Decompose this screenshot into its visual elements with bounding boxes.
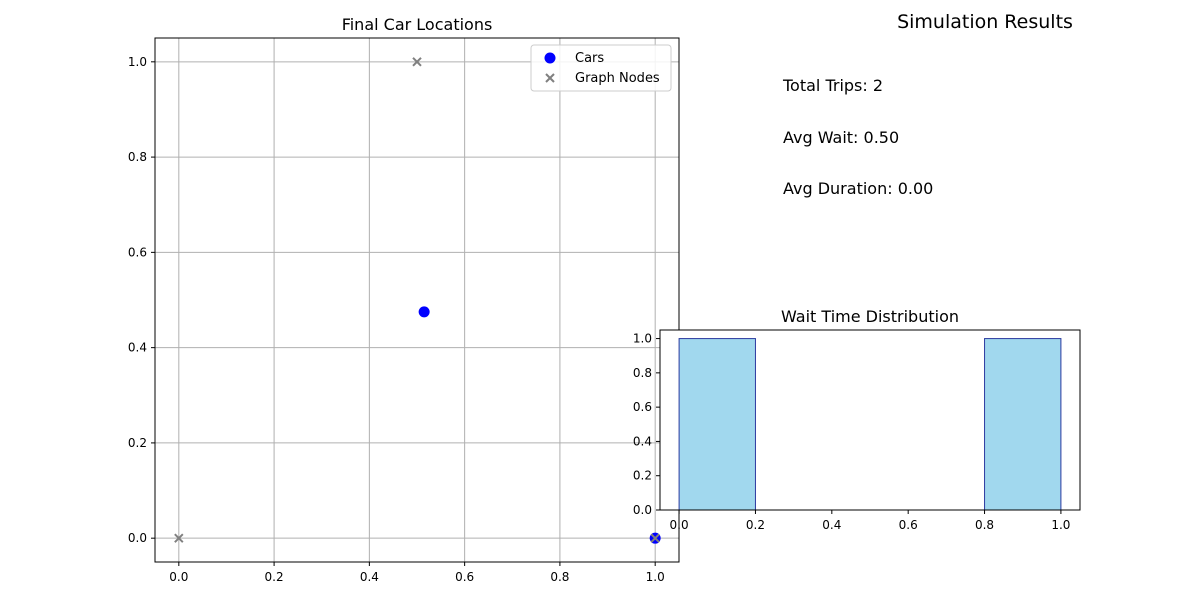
histogram-bars <box>678 338 1062 511</box>
avg-wait-stat: Avg Wait: 0.50 <box>783 128 900 147</box>
total-trips-stat: Total Trips: 2 <box>783 76 884 95</box>
histogram-y-tick-label: 0.8 <box>633 366 652 380</box>
scatter-y-tick-label: 0.6 <box>128 245 147 259</box>
legend-graph-nodes-marker <box>545 73 555 83</box>
scatter-x-tick-label: 0.8 <box>550 570 569 584</box>
histogram-x-tick-label: 0.0 <box>670 518 689 532</box>
avg-duration-stat: Avg Duration: 0.00 <box>783 179 934 198</box>
scatter-y-tick-label: 0.4 <box>128 341 147 355</box>
scatter-ticks: 0.0 0.2 0.4 0.6 0.8 1.0 0.0 0.2 0.4 0.6 0.8 1.0 <box>128 55 665 584</box>
scatter-x-tick-label: 0.2 <box>265 570 284 584</box>
scatter-y-tick-label: 0.2 <box>128 436 147 450</box>
car-point <box>418 306 430 318</box>
scatter-y-tick-label: 0.0 <box>128 531 147 545</box>
graph-node-stroke <box>650 533 660 543</box>
scatter-y-tick-label: 0.8 <box>128 150 147 164</box>
histogram-x-tick-label: 0.6 <box>899 518 918 532</box>
histogram-bar <box>678 338 756 511</box>
legend-graph-nodes-label: Graph Nodes <box>575 71 660 86</box>
histogram-y-tick-label: 0.4 <box>633 434 652 448</box>
scatter-x-tick-label: 0.4 <box>360 570 379 584</box>
scatter-points <box>174 57 661 544</box>
scatter-legend: Cars Graph Nodes <box>530 44 672 92</box>
histogram-y-tick-label: 0.6 <box>633 400 652 414</box>
legend-box <box>530 44 672 92</box>
histogram-y-tick-label: 0.2 <box>633 469 652 483</box>
histogram-plot-frame <box>659 329 1081 511</box>
summary-title: Simulation Results <box>897 11 1073 33</box>
graph-node-point <box>650 533 660 543</box>
histogram-ticks: 0.0 0.2 0.4 0.6 0.8 1.0 0.0 0.2 0.4 0.6 0.8 1.0 <box>633 332 1071 532</box>
scatter-plot-frame <box>154 37 680 563</box>
histogram-y-tick-label: 1.0 <box>633 332 652 346</box>
histogram-title: Wait Time Distribution <box>781 307 959 326</box>
graph-node-stroke <box>174 533 184 543</box>
histogram-bar <box>984 338 1062 511</box>
scatter-y-tick-label: 1.0 <box>128 55 147 69</box>
histogram-y-tick-label: 0.0 <box>633 503 652 517</box>
graph-node-point <box>174 533 184 543</box>
histogram-x-tick-label: 0.4 <box>822 518 841 532</box>
histogram-x-tick-label: 0.2 <box>746 518 765 532</box>
legend-cars-label: Cars <box>575 51 604 66</box>
legend-cars-marker <box>544 52 556 64</box>
graph-node-point <box>412 57 422 67</box>
histogram-x-tick-label: 0.8 <box>975 518 994 532</box>
scatter-x-tick-label: 0.0 <box>169 570 188 584</box>
scatter-title: Final Car Locations <box>342 15 493 34</box>
graph-node-stroke <box>412 57 422 67</box>
scatter-x-tick-label: 0.6 <box>455 570 474 584</box>
histogram-x-tick-label: 1.0 <box>1051 518 1070 532</box>
scatter-x-tick-label: 1.0 <box>646 570 665 584</box>
